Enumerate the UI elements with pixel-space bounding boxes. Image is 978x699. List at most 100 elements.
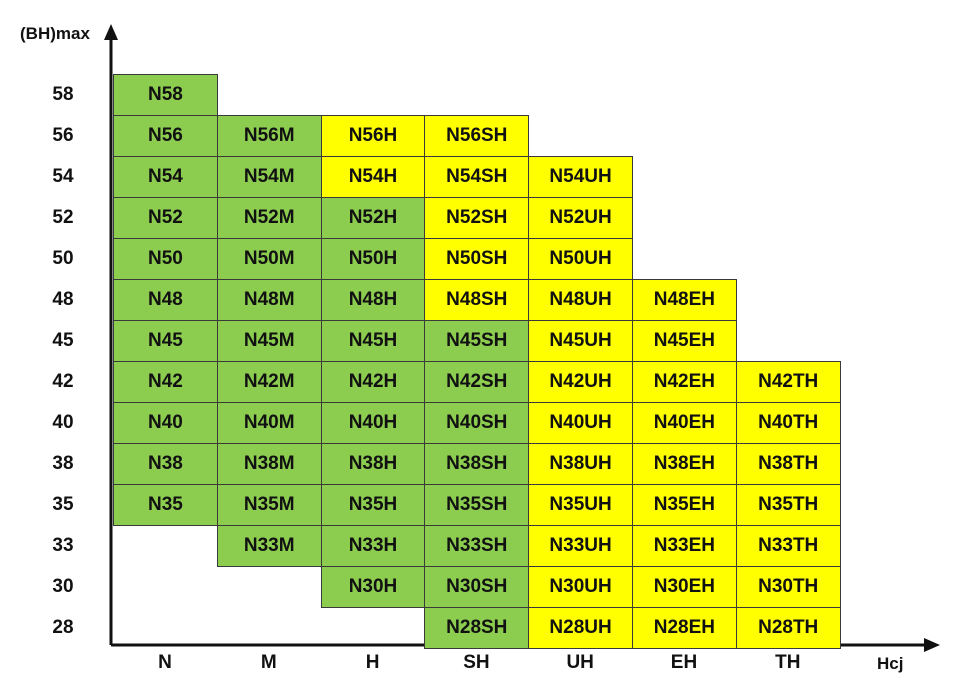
y-tick-label: 28	[52, 616, 74, 638]
x-tick-label: TH	[775, 652, 801, 673]
grade-cell: N56SH	[424, 115, 530, 157]
grade-cell: N30UH	[528, 566, 633, 608]
y-tick-label: 45	[52, 329, 74, 351]
grade-cell: N45UH	[528, 320, 633, 362]
grade-cell: N33UH	[528, 525, 633, 567]
grade-cell: N28UH	[528, 607, 633, 649]
grade-cell: N52UH	[528, 197, 633, 239]
grade-cell: N42H	[320, 361, 426, 403]
grade-cell: N40	[113, 402, 218, 444]
grade-cell: N35H	[320, 484, 426, 526]
grade-cell: N54SH	[424, 156, 530, 198]
grade-cell: N52	[113, 197, 218, 239]
grade-cell: N52H	[320, 197, 426, 239]
grade-cell: N48M	[216, 279, 322, 321]
grade-cell: N50H	[320, 238, 426, 280]
grade-cell: N50	[113, 238, 218, 280]
grade-cell: N30H	[320, 566, 426, 608]
y-tick-label: 38	[52, 452, 74, 474]
grade-cell: N28EH	[632, 607, 737, 649]
grade-cell: N40EH	[632, 402, 737, 444]
grade-cell: N58	[113, 74, 218, 116]
grade-cell: N52M	[216, 197, 322, 239]
grade-cell: N54M	[216, 156, 322, 198]
grade-cell: N50SH	[424, 238, 530, 280]
y-tick-label: 42	[52, 370, 74, 392]
grade-cell: N54UH	[528, 156, 633, 198]
grade-cell: N35	[113, 484, 218, 526]
grade-cell: N48EH	[632, 279, 737, 321]
y-tick-label: 52	[52, 206, 74, 228]
x-axis-title: Hcj	[877, 654, 904, 673]
grade-cell: N35TH	[735, 484, 841, 526]
grade-cell: N48H	[320, 279, 426, 321]
x-tick-label: N	[158, 652, 172, 673]
grade-cell: N42TH	[735, 361, 841, 403]
grade-cell: N38SH	[424, 443, 530, 485]
x-axis-arrow-icon	[924, 638, 940, 652]
grade-cell: N33M	[216, 525, 322, 567]
grade-cell: N38EH	[632, 443, 737, 485]
x-tick-label: H	[365, 652, 380, 673]
grade-cell: N30TH	[735, 566, 841, 608]
x-tick-label: EH	[670, 652, 698, 673]
grade-cell: N52SH	[424, 197, 530, 239]
grade-cell: N42EH	[632, 361, 737, 403]
grade-cell: N35M	[216, 484, 322, 526]
grade-cell: N50M	[216, 238, 322, 280]
x-tick-label: M	[260, 652, 277, 673]
grade-cell: N38	[113, 443, 218, 485]
y-tick-label: 33	[52, 534, 74, 556]
grade-cell: N38UH	[528, 443, 633, 485]
grade-cell: N35EH	[632, 484, 737, 526]
y-tick-label: 48	[52, 288, 74, 310]
grade-cell: N48UH	[528, 279, 633, 321]
grade-cell: N33SH	[424, 525, 530, 567]
grade-cell: N54	[113, 156, 218, 198]
y-axis-arrow-icon	[104, 24, 118, 40]
grade-cell: N40UH	[528, 402, 633, 444]
grade-cell: N45EH	[632, 320, 737, 362]
grade-cell: N35UH	[528, 484, 633, 526]
grade-cell: N28SH	[424, 607, 530, 649]
grade-cell: N45M	[216, 320, 322, 362]
y-tick-label: 50	[52, 247, 74, 269]
grade-cell: N50UH	[528, 238, 633, 280]
grade-cell: N40TH	[735, 402, 841, 444]
grade-cell: N42M	[216, 361, 322, 403]
y-tick-label: 56	[52, 124, 74, 146]
y-axis-title: (BH)max	[20, 24, 90, 43]
grade-cell: N40SH	[424, 402, 530, 444]
y-tick-label: 30	[52, 575, 74, 597]
grade-cell: N33TH	[735, 525, 841, 567]
grade-cell: N42SH	[424, 361, 530, 403]
grade-cell: N38H	[320, 443, 426, 485]
grade-cell: N38TH	[735, 443, 841, 485]
grade-cell: N45H	[320, 320, 426, 362]
grade-cell: N56H	[320, 115, 426, 157]
grade-cell: N48	[113, 279, 218, 321]
grade-cell: N45	[113, 320, 218, 362]
grade-cell: N56M	[216, 115, 322, 157]
grade-cell: N30SH	[424, 566, 530, 608]
grade-cell: N35SH	[424, 484, 530, 526]
grade-cell: N48SH	[424, 279, 530, 321]
x-tick-label: SH	[463, 652, 490, 673]
grade-cell: N45SH	[424, 320, 530, 362]
grade-cell: N28TH	[735, 607, 841, 649]
grade-cell: N38M	[216, 443, 322, 485]
y-tick-label: 54	[52, 165, 74, 187]
y-tick-label: 40	[52, 411, 74, 433]
grade-cell: N33H	[320, 525, 426, 567]
grade-cell: N30EH	[632, 566, 737, 608]
grade-cell: N42UH	[528, 361, 633, 403]
grade-cell: N56	[113, 115, 218, 157]
grade-cell: N40H	[320, 402, 426, 444]
x-tick-label: UH	[566, 652, 594, 673]
grade-cell: N54H	[320, 156, 426, 198]
grade-cell: N33EH	[632, 525, 737, 567]
y-tick-label: 35	[52, 493, 74, 515]
grade-cell: N40M	[216, 402, 322, 444]
grade-cell: N42	[113, 361, 218, 403]
